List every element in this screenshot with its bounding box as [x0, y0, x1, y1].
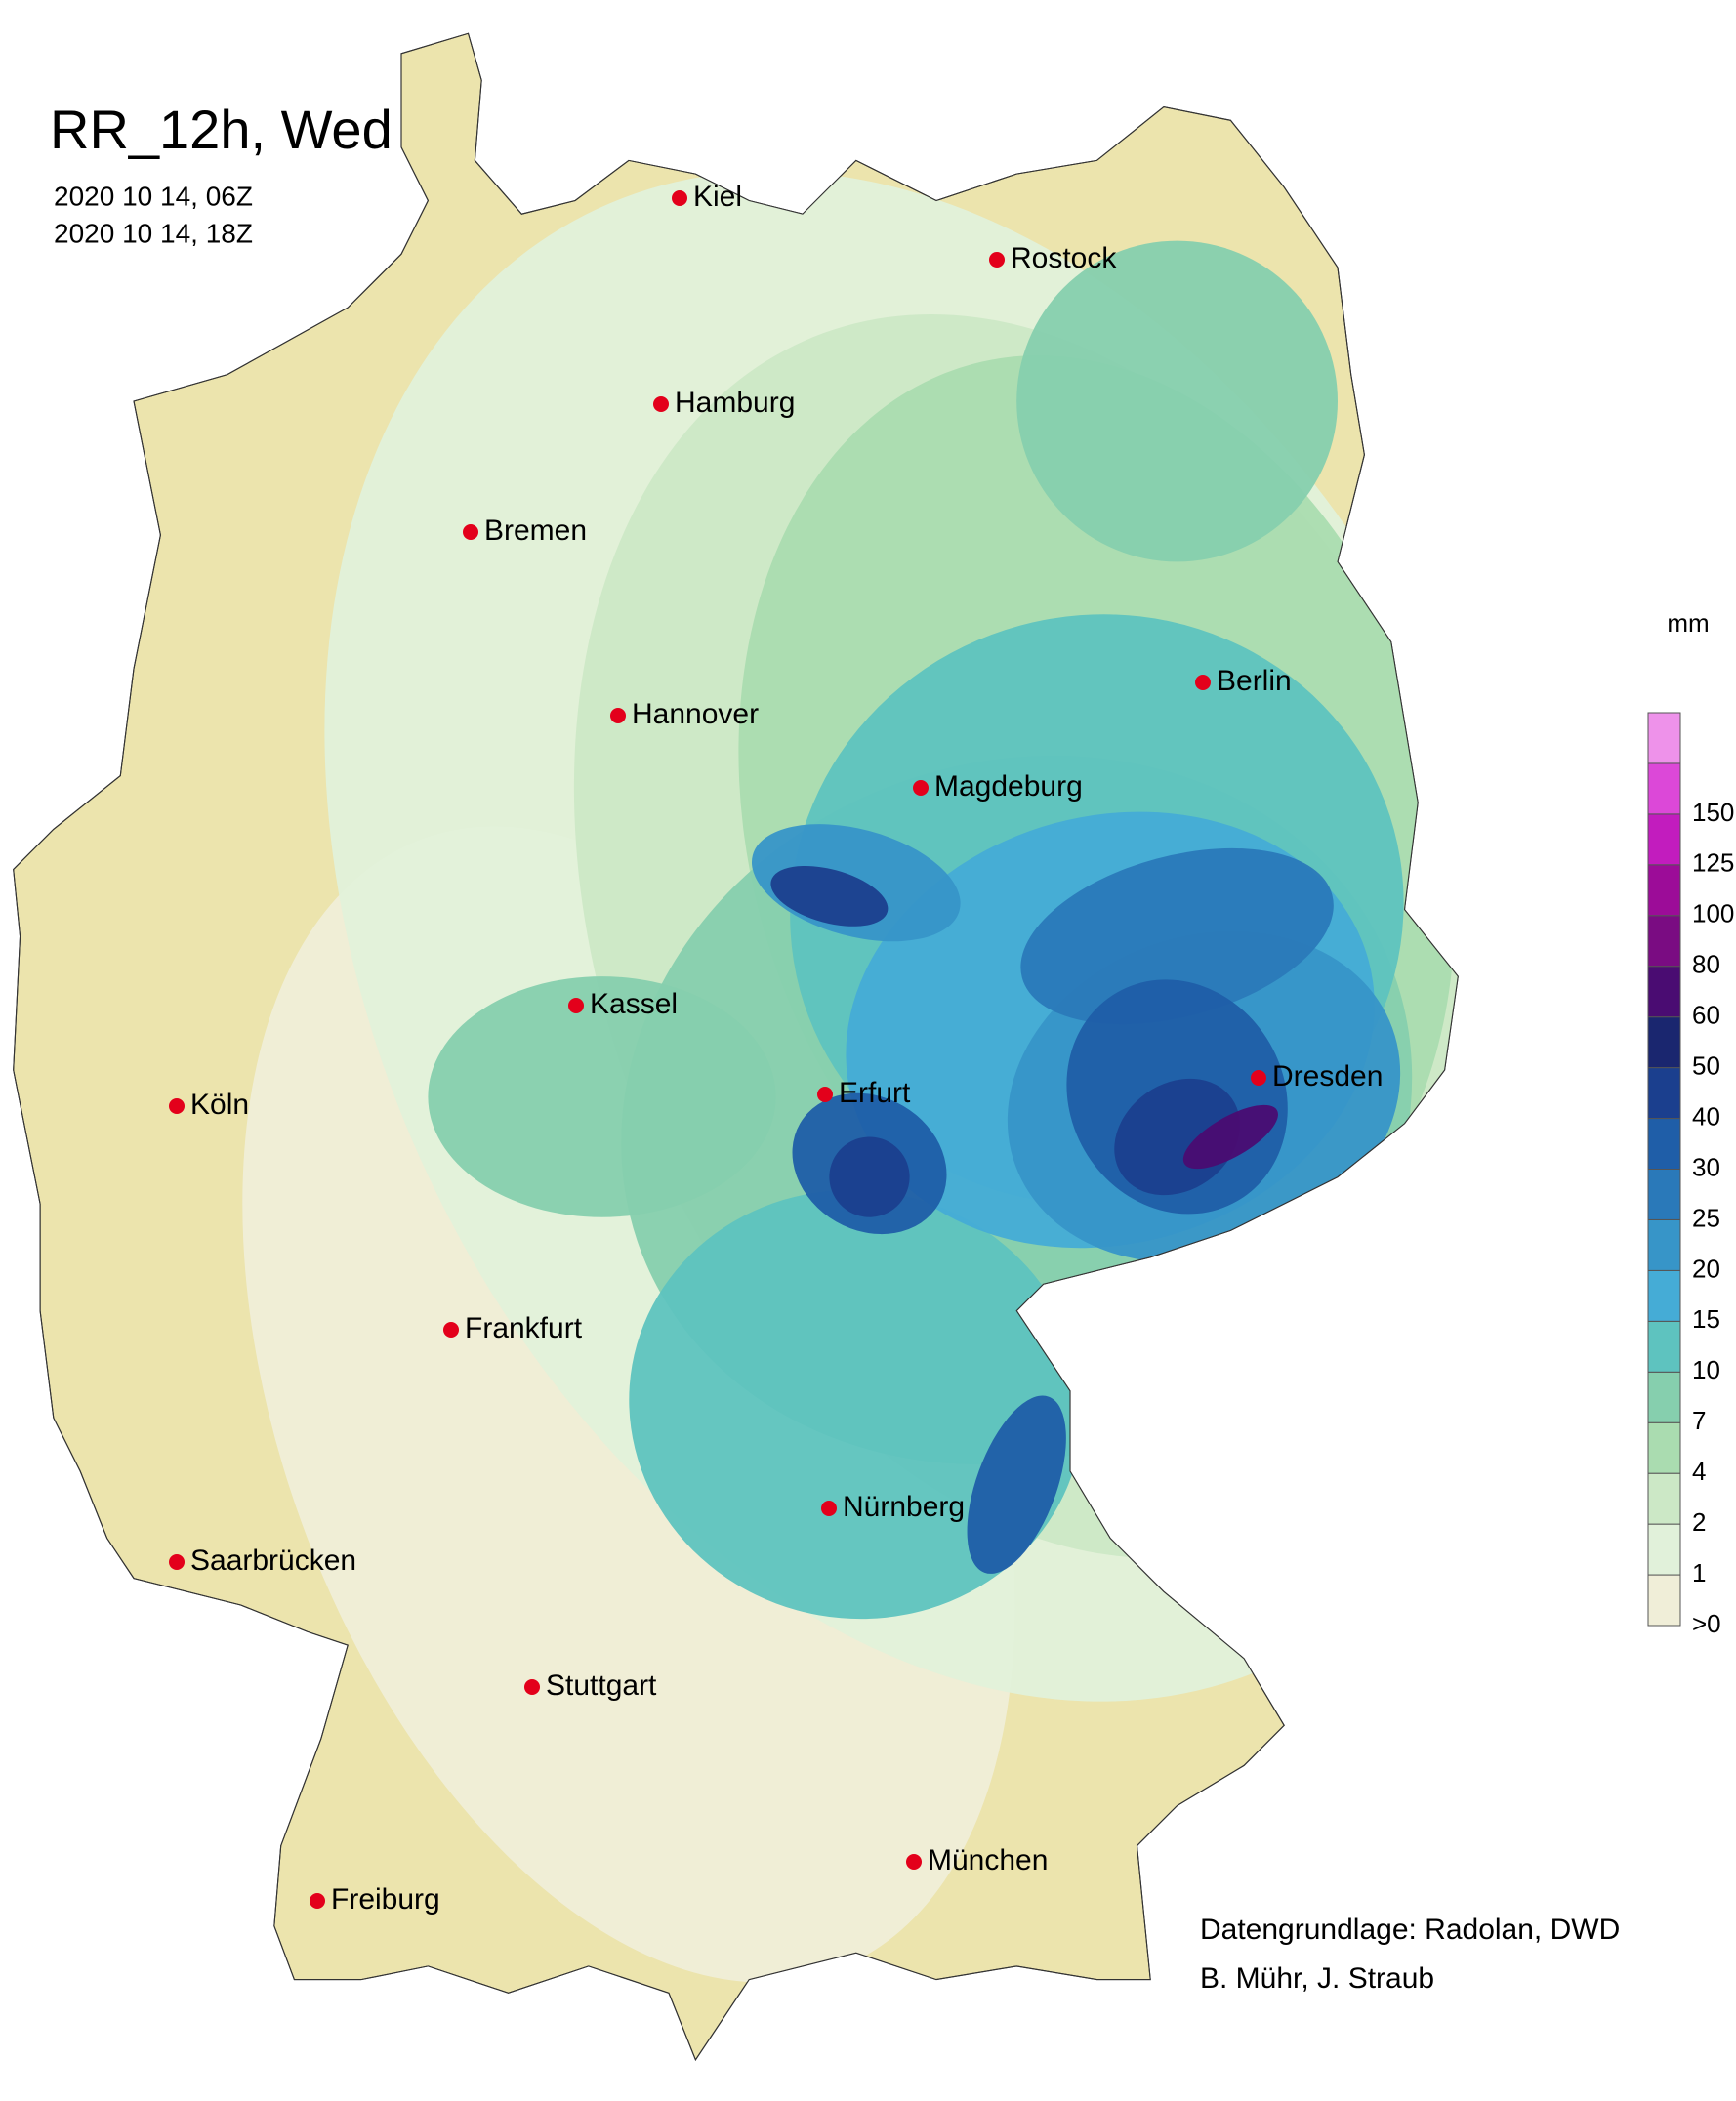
- city-marker: [906, 1854, 922, 1870]
- city-label: Frankfurt: [465, 1312, 583, 1344]
- city-marker: [1195, 675, 1211, 690]
- legend-swatch: [1647, 712, 1681, 764]
- city-marker: [463, 524, 478, 540]
- legend-label: 150: [1692, 798, 1734, 827]
- legend-label: 40: [1692, 1101, 1720, 1131]
- legend-swatch: [1647, 1218, 1681, 1271]
- legend-label: 1: [1692, 1558, 1706, 1587]
- city-label: Rostock: [1011, 242, 1117, 274]
- legend-label: 4: [1692, 1457, 1706, 1486]
- city-label: Magdeburg: [934, 770, 1083, 803]
- rain-area: [967, 1395, 1066, 1574]
- legend-swatch: [1647, 1574, 1681, 1627]
- map-title: RR_12h, Wed: [50, 99, 393, 160]
- city-marker: [672, 190, 687, 206]
- city-marker: [443, 1322, 459, 1338]
- city-marker: [821, 1501, 837, 1516]
- city-marker: [913, 780, 929, 796]
- legend-swatch: [1647, 1269, 1681, 1322]
- legend-label: 80: [1692, 950, 1720, 979]
- city-marker: [310, 1893, 325, 1909]
- legend-swatch: [1647, 762, 1681, 815]
- city-label: Stuttgart: [546, 1669, 657, 1702]
- city-marker: [817, 1087, 833, 1102]
- city-marker: [169, 1098, 185, 1114]
- rain-area: [770, 865, 889, 927]
- rain-area: [829, 1136, 910, 1217]
- country-border: [13, 32, 1459, 2061]
- city-label: Kiel: [693, 181, 742, 213]
- city-label: Hannover: [632, 698, 759, 730]
- city-marker: [989, 252, 1005, 268]
- time-start: 2020 10 14, 06Z: [54, 181, 253, 211]
- credit: B. Mühr, J. Straub: [1200, 1962, 1434, 1995]
- legend-swatch: [1647, 915, 1681, 968]
- legend-swatch: [1647, 1523, 1681, 1576]
- legend-swatch: [1647, 1118, 1681, 1170]
- legend-label: 20: [1692, 1254, 1720, 1283]
- city-marker: [169, 1554, 185, 1570]
- legend-label: 125: [1692, 848, 1734, 878]
- legend-label: 15: [1692, 1304, 1720, 1334]
- rain-area: [1020, 847, 1334, 1025]
- city-marker: [568, 998, 584, 1013]
- legend-swatch: [1647, 966, 1681, 1018]
- city-label: Freiburg: [331, 1883, 440, 1916]
- legend-swatch: [1647, 1371, 1681, 1423]
- city-marker: [610, 708, 626, 723]
- city-label: Hamburg: [675, 387, 795, 419]
- legend-unit: mm: [1667, 608, 1709, 638]
- city-label: Berlin: [1217, 665, 1292, 697]
- legend-swatch: [1647, 813, 1681, 866]
- rain-area: [1182, 1104, 1278, 1170]
- city-marker: [653, 396, 669, 412]
- legend-label: 7: [1692, 1406, 1706, 1435]
- city-label: Erfurt: [839, 1077, 911, 1109]
- time-end: 2020 10 14, 18Z: [54, 218, 253, 248]
- legend-label: >0: [1692, 1609, 1721, 1638]
- city-marker: [524, 1679, 540, 1695]
- city-label: Dresden: [1272, 1060, 1383, 1092]
- legend-swatch: [1647, 1067, 1681, 1120]
- legend-label: 100: [1692, 899, 1734, 928]
- legend-label: 25: [1692, 1203, 1720, 1232]
- legend-swatch: [1647, 1169, 1681, 1220]
- city-label: Bremen: [484, 515, 587, 547]
- legend-label: 50: [1692, 1050, 1720, 1080]
- legend-swatch: [1647, 1320, 1681, 1373]
- legend-label: 2: [1692, 1507, 1706, 1537]
- rain-area: [1016, 240, 1338, 562]
- legend-label: 60: [1692, 1001, 1720, 1030]
- legend-swatch: [1647, 1016, 1681, 1069]
- legend-swatch: [1647, 1421, 1681, 1474]
- legend-label: 10: [1692, 1355, 1720, 1384]
- city-label: München: [928, 1844, 1048, 1876]
- city-label: Kassel: [590, 988, 678, 1020]
- rain-area: [428, 976, 776, 1217]
- legend-label: 30: [1692, 1152, 1720, 1181]
- city-marker: [1251, 1070, 1266, 1086]
- legend-swatch: [1647, 864, 1681, 917]
- city-label: Saarbrücken: [190, 1545, 356, 1577]
- legend-swatch: [1647, 1472, 1681, 1525]
- credit: Datengrundlage: Radolan, DWD: [1200, 1914, 1620, 1946]
- city-label: Nürnberg: [843, 1491, 965, 1523]
- city-label: Köln: [190, 1089, 249, 1121]
